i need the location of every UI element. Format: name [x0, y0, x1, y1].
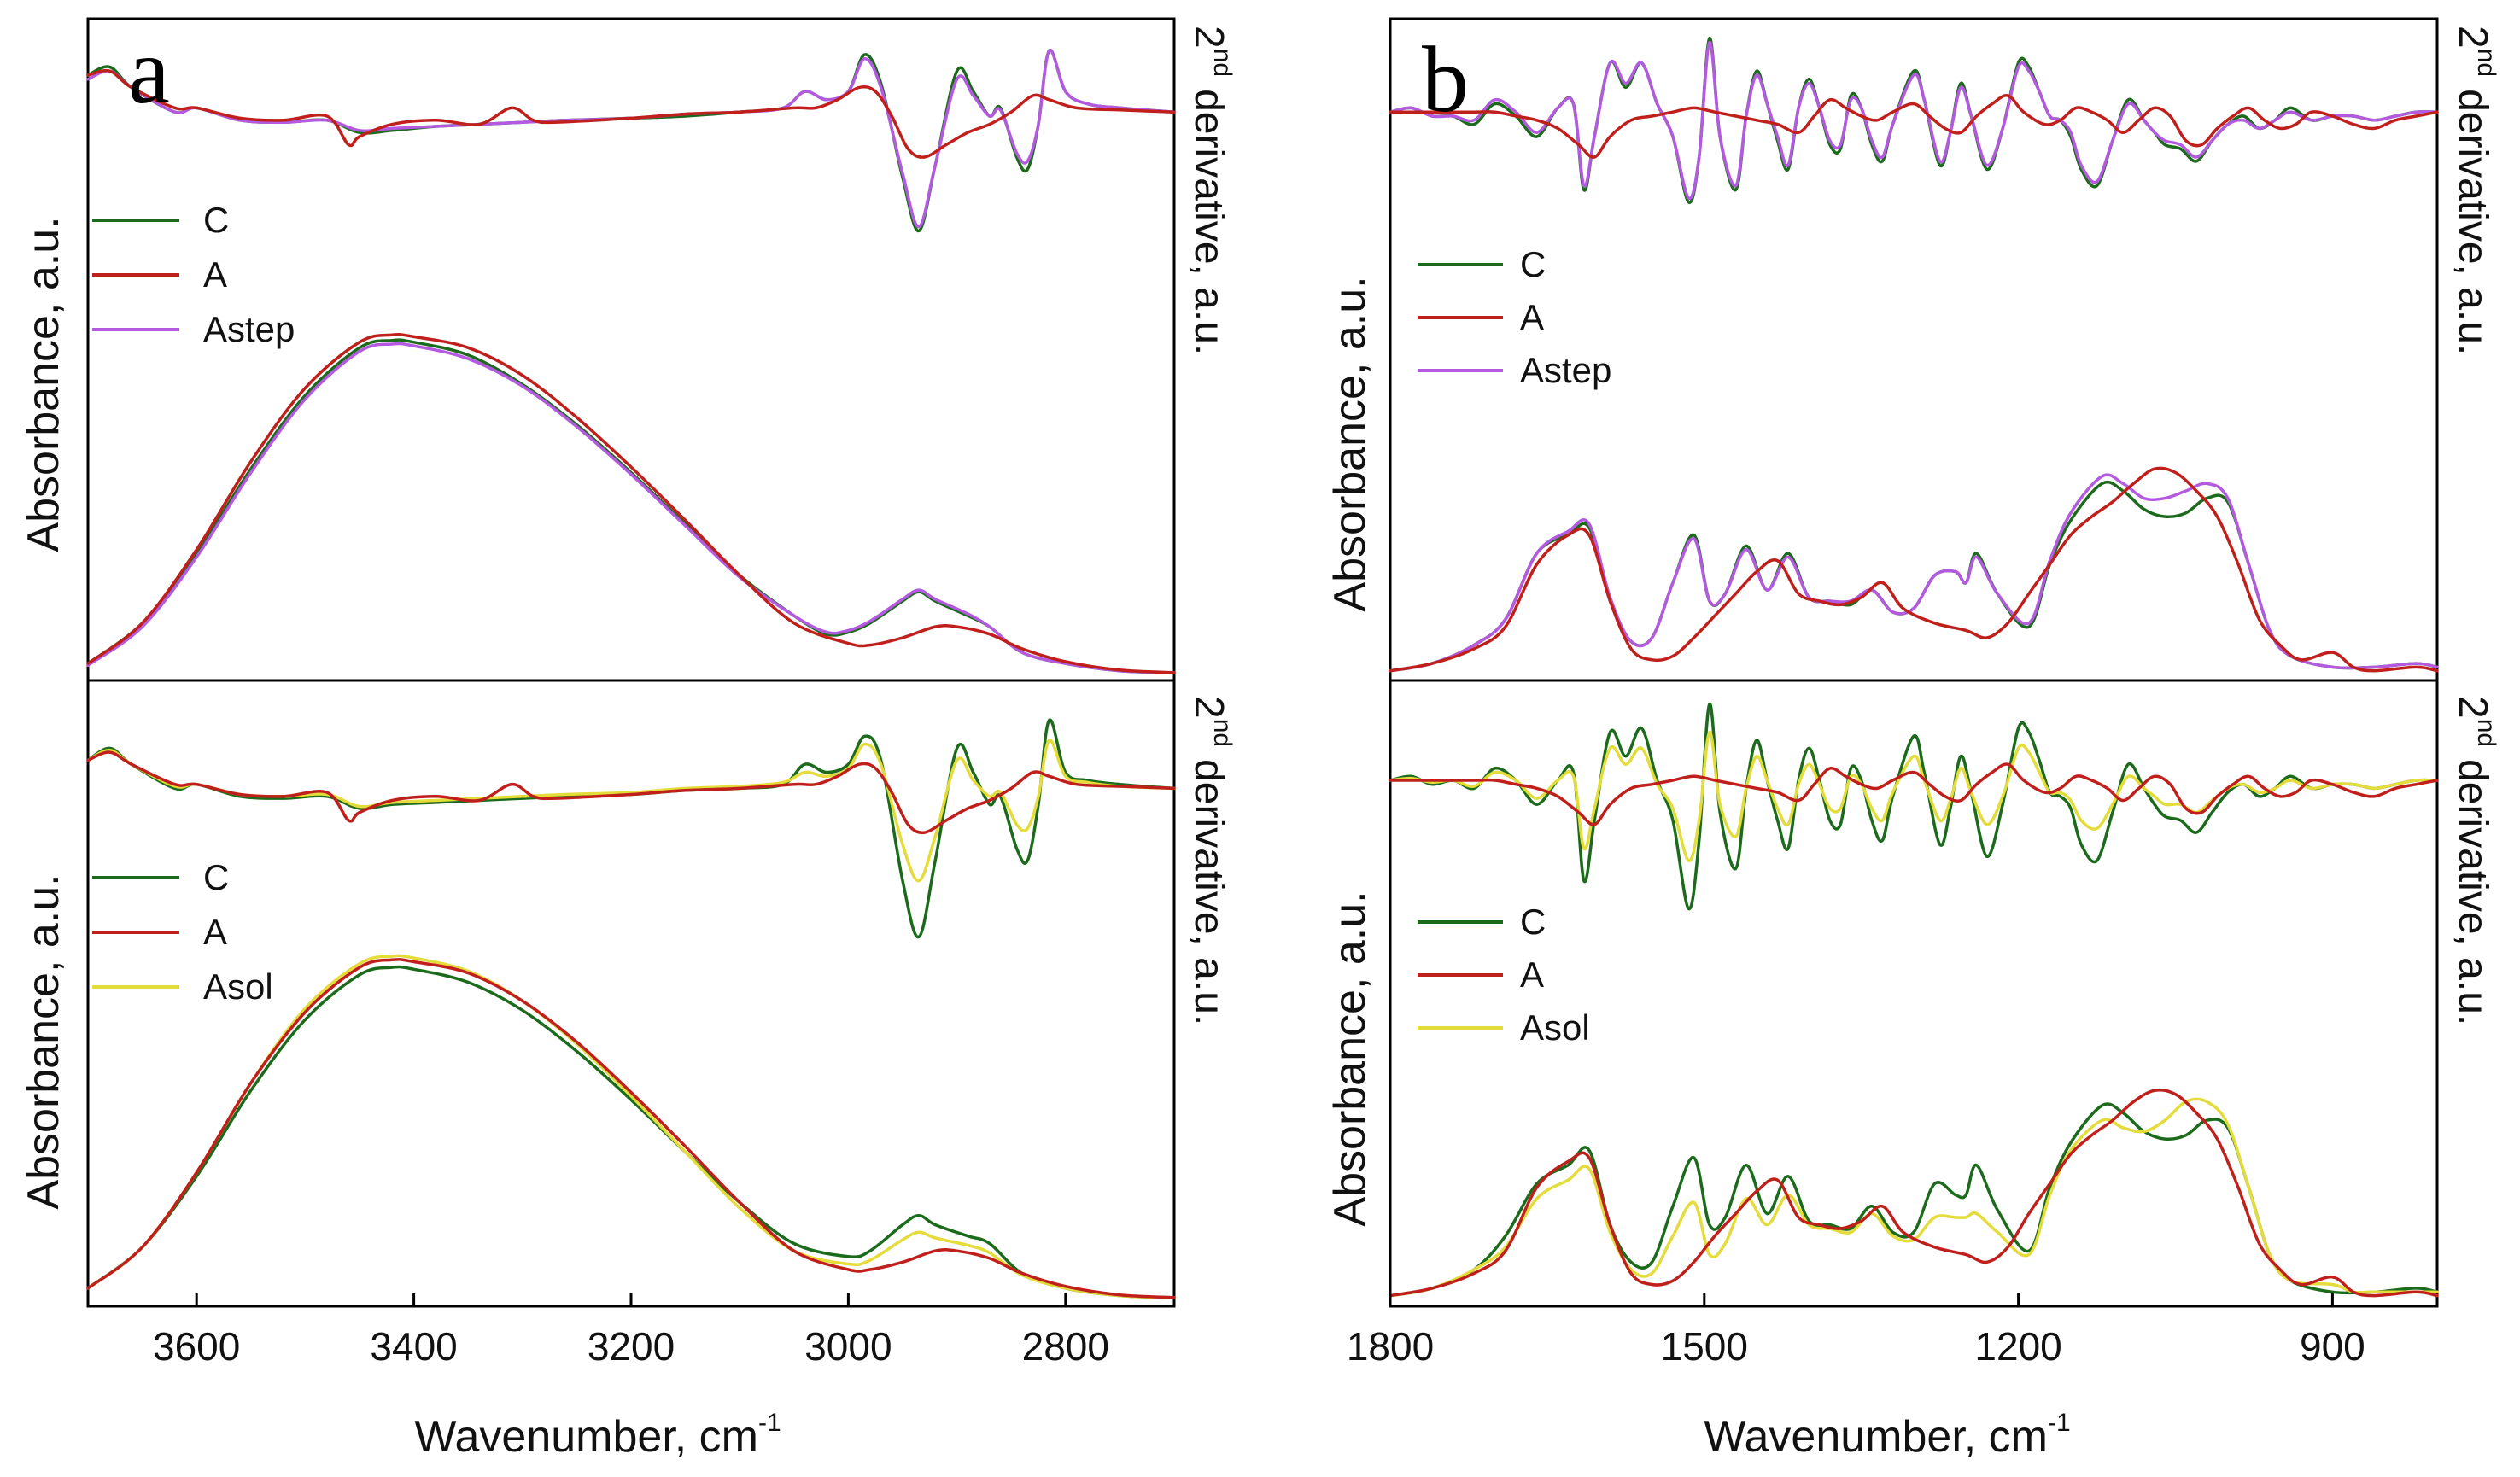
curve-b-top-astep-spectrum: [1389, 473, 2439, 673]
legend-b-top-astep-label: Astep: [1520, 350, 1611, 390]
curve-a-top-c-spectrum: [86, 338, 1176, 674]
curve-a-bottom-c-spectrum: [86, 965, 1176, 1299]
xtick-label-a-bottom-3600: 3600: [153, 1324, 240, 1369]
legend-a-bottom-a-label: A: [203, 912, 227, 952]
legend-a-top-a-label: A: [203, 254, 227, 295]
legend-b-bottom-asol-label: Asol: [1520, 1007, 1590, 1048]
legend-a-top: C A Astep: [92, 200, 295, 349]
curve-b-top-a-spectrum: [1389, 466, 2439, 673]
legend-a-bottom-asol-label: Asol: [203, 966, 273, 1007]
xlabel-b: Wavenumber, cm-1: [1704, 1409, 2070, 1462]
right-label-a-bottom: 2ndderivative, a.u.: [1186, 696, 1237, 1025]
right-label-b-top: 2ndderivative, a.u.: [2450, 26, 2500, 355]
curve-b-bottom-a-spectrum: [1389, 1088, 2439, 1298]
xtick-label-a-bottom-3000: 3000: [804, 1324, 892, 1369]
legend-a-bottom-c-label: C: [203, 857, 229, 897]
curve-a-bottom-c-derivative: [86, 718, 1176, 939]
xtick-label-a-bottom-3200: 3200: [588, 1324, 675, 1369]
tick-layer: 3600 3400 3200 3000 2800 1800 1500 1200 900: [153, 1293, 2365, 1369]
xtick-label-a-bottom-2800: 2800: [1022, 1324, 1109, 1369]
xtick-label-a-bottom-3400: 3400: [370, 1324, 457, 1369]
legend-a-top-c-label: C: [203, 200, 229, 240]
curve-b-top-c-spectrum: [1389, 480, 2439, 673]
xtick-label-b-bottom-1200: 1200: [1974, 1324, 2061, 1369]
curve-a-top-astep-spectrum: [86, 342, 1176, 674]
curve-a-top-astep-derivative: [86, 49, 1176, 229]
ylabel-b-bottom: Absorbance, a.u.: [1325, 890, 1375, 1226]
xtick-label-b-bottom-1500: 1500: [1661, 1324, 1748, 1369]
curve-b-top-a-derivative: [1389, 94, 2439, 159]
legend-a-bottom: C A Asol: [92, 857, 273, 1007]
curve-b-bottom-c-derivative: [1389, 702, 2439, 911]
ylabel-b-top: Absorbance, a.u.: [1325, 276, 1375, 611]
ylabel-a-top: Absorbance, a.u.: [19, 216, 68, 552]
right-label-b-bottom: 2ndderivative, a.u.: [2450, 696, 2500, 1025]
curve-b-bottom-asol-spectrum: [1389, 1097, 2439, 1298]
curve-a-bottom-asol-derivative: [86, 738, 1176, 883]
curve-a-top-a-derivative: [86, 68, 1176, 159]
curve-b-top-astep-derivative: [1389, 40, 2439, 201]
xtick-label-b-bottom-900: 900: [2300, 1324, 2365, 1369]
legend-a-top-astep-label: Astep: [203, 309, 295, 349]
legend-b-top-a-label: A: [1520, 297, 1544, 337]
curve-a-bottom-a-derivative: [86, 750, 1176, 834]
curve-a-bottom-asol-spectrum: [86, 954, 1176, 1299]
ylabel-a-bottom: Absorbance, a.u.: [19, 873, 68, 1209]
panel-b-letter: b: [1422, 27, 1469, 131]
curve-b-bottom-c-spectrum: [1389, 1102, 2439, 1298]
curve-layer: [86, 37, 2439, 1299]
legend-b-top: C A Astep: [1418, 244, 1611, 390]
panel-a-letter: a: [128, 19, 170, 123]
legend-b-bottom-c-label: C: [1520, 902, 1546, 942]
curve-a-bottom-a-spectrum: [86, 958, 1176, 1299]
legend-b-bottom: C A Asol: [1418, 902, 1590, 1048]
xtick-label-b-bottom-1800: 1800: [1347, 1324, 1434, 1369]
legend-b-bottom-a-label: A: [1520, 955, 1544, 995]
legend-b-top-c-label: C: [1520, 244, 1546, 284]
xlabel-a: Wavenumber, cm-1: [414, 1409, 781, 1462]
curve-a-top-a-spectrum: [86, 333, 1176, 674]
right-label-a-top: 2ndderivative, a.u.: [1186, 26, 1237, 355]
curve-b-bottom-a-derivative: [1389, 762, 2439, 826]
panel-b-bottom-frame: [1389, 679, 2439, 1308]
